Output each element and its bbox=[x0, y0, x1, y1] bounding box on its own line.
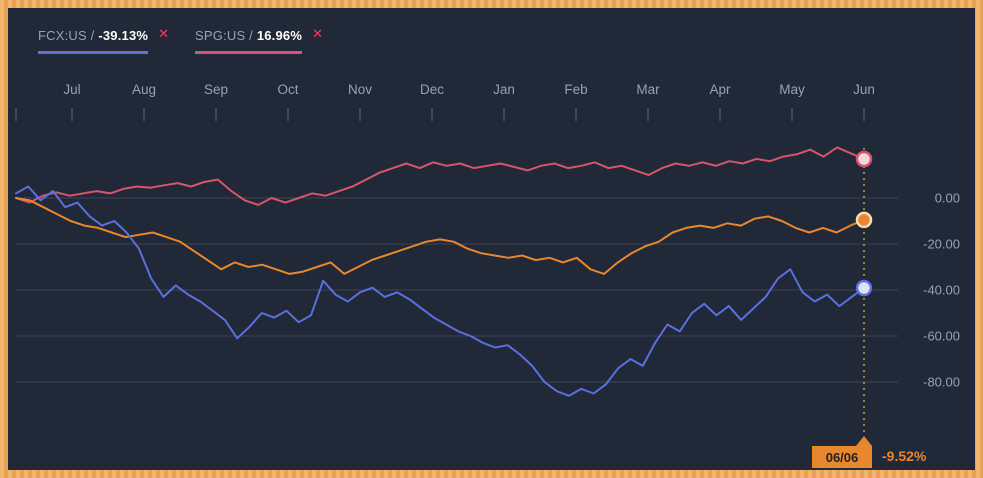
month-label: Jun bbox=[853, 82, 875, 97]
y-axis-label: -80.00 bbox=[923, 375, 960, 390]
legend: FCX:US / -39.13% ✕ SPG:US / 16.96% ✕ bbox=[38, 26, 324, 54]
month-label: Jul bbox=[63, 82, 80, 97]
month-label: Aug bbox=[132, 82, 156, 97]
legend-label-fcx: FCX:US / -39.13% bbox=[38, 28, 149, 54]
legend-item-spg[interactable]: SPG:US / 16.96% ✕ bbox=[195, 26, 324, 54]
remove-series-spg-icon[interactable]: ✕ bbox=[312, 26, 324, 41]
chart-plot-area[interactable]: 0.00 -20.00 -40.00 -60.00 -80.00 Jul Aug Sep Oct… bbox=[8, 8, 975, 470]
month-label: May bbox=[779, 82, 805, 97]
month-label: Jan bbox=[493, 82, 515, 97]
month-label: Oct bbox=[277, 82, 298, 97]
chart-panel: FCX:US / -39.13% ✕ SPG:US / 16.96% ✕ 0.0… bbox=[8, 8, 975, 470]
series-line-SPG:US bbox=[15, 146, 865, 206]
date-flag-pointer bbox=[856, 436, 872, 446]
date-flag: 06/06 bbox=[812, 446, 872, 468]
series-line-FCX:US bbox=[15, 185, 865, 397]
series-marker-FCX:US bbox=[855, 279, 873, 297]
annotation-value: -9.52% bbox=[882, 448, 927, 464]
month-label: Apr bbox=[709, 82, 731, 97]
month-label: Sep bbox=[204, 82, 228, 97]
month-label: Nov bbox=[348, 82, 372, 97]
legend-label-spg: SPG:US / 16.96% bbox=[195, 28, 303, 54]
month-label: Feb bbox=[564, 82, 587, 97]
y-axis-label: -60.00 bbox=[923, 329, 960, 344]
month-label: Mar bbox=[636, 82, 660, 97]
legend-item-fcx[interactable]: FCX:US / -39.13% ✕ bbox=[38, 26, 170, 54]
month-label: Dec bbox=[420, 82, 444, 97]
series-marker-SPG:US bbox=[855, 150, 873, 168]
remove-series-fcx-icon[interactable]: ✕ bbox=[158, 26, 170, 41]
y-axis-label: -20.00 bbox=[923, 237, 960, 252]
y-axis-label: 0.00 bbox=[935, 191, 960, 206]
series-line-unlabeled bbox=[15, 197, 865, 275]
series-marker-unlabeled bbox=[855, 211, 873, 229]
y-axis-label: -40.00 bbox=[923, 283, 960, 298]
